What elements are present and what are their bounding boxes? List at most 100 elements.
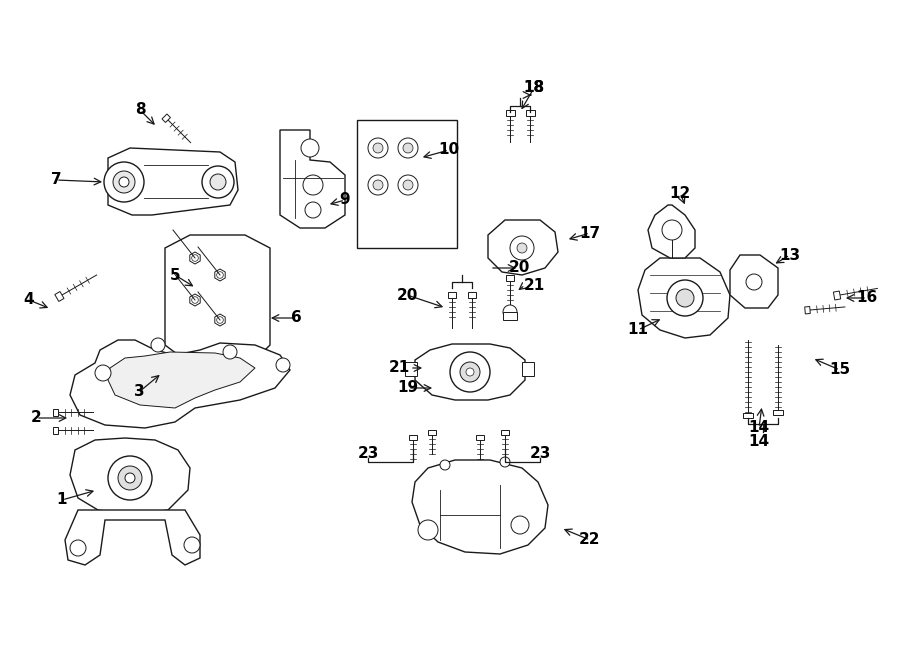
Text: 21: 21 <box>389 360 410 375</box>
Text: 2: 2 <box>31 410 41 426</box>
Circle shape <box>403 143 413 153</box>
Text: 20: 20 <box>508 260 530 276</box>
Bar <box>501 430 509 435</box>
Polygon shape <box>53 426 58 434</box>
Polygon shape <box>65 510 200 565</box>
Polygon shape <box>215 314 225 326</box>
Text: 10: 10 <box>438 143 460 157</box>
Text: 18: 18 <box>524 81 544 95</box>
Circle shape <box>676 289 694 307</box>
Circle shape <box>662 220 682 240</box>
Polygon shape <box>833 291 841 300</box>
Circle shape <box>151 338 165 352</box>
Text: 4: 4 <box>23 293 34 307</box>
Bar <box>409 435 417 440</box>
Bar <box>773 410 783 415</box>
Circle shape <box>217 317 223 323</box>
Bar <box>428 430 436 435</box>
Circle shape <box>373 143 383 153</box>
Circle shape <box>113 171 135 193</box>
Circle shape <box>95 365 111 381</box>
Text: 17: 17 <box>580 225 600 241</box>
Bar <box>448 292 456 298</box>
Text: 13: 13 <box>779 247 801 262</box>
Text: 1: 1 <box>57 492 68 508</box>
Circle shape <box>510 236 534 260</box>
Bar <box>506 110 515 116</box>
Circle shape <box>398 138 418 158</box>
Text: 19: 19 <box>398 381 418 395</box>
Bar <box>503 312 517 320</box>
Polygon shape <box>280 130 345 228</box>
Text: 23: 23 <box>357 446 379 461</box>
Circle shape <box>517 243 527 253</box>
Circle shape <box>223 345 237 359</box>
Circle shape <box>403 180 413 190</box>
Text: 22: 22 <box>580 533 601 547</box>
Circle shape <box>503 305 517 319</box>
Circle shape <box>466 368 474 376</box>
Text: 23: 23 <box>529 446 551 461</box>
Bar <box>405 362 417 376</box>
Circle shape <box>119 177 129 187</box>
Circle shape <box>746 274 762 290</box>
Text: 15: 15 <box>830 362 850 377</box>
Bar <box>506 275 514 281</box>
Bar <box>522 362 534 376</box>
Text: 3: 3 <box>134 385 144 399</box>
Polygon shape <box>805 307 810 314</box>
Circle shape <box>500 457 510 467</box>
Text: 14: 14 <box>749 434 770 449</box>
Bar <box>526 110 535 116</box>
Circle shape <box>276 358 290 372</box>
Polygon shape <box>53 408 58 416</box>
Polygon shape <box>730 255 778 308</box>
Bar <box>743 413 753 418</box>
Text: 11: 11 <box>627 323 649 338</box>
Text: 8: 8 <box>135 102 145 118</box>
Polygon shape <box>162 114 170 122</box>
Circle shape <box>184 537 200 553</box>
Circle shape <box>511 516 529 534</box>
Circle shape <box>440 460 450 470</box>
Circle shape <box>460 362 480 382</box>
Polygon shape <box>638 258 730 338</box>
Circle shape <box>667 280 703 316</box>
Polygon shape <box>648 205 695 258</box>
Circle shape <box>192 254 198 261</box>
Circle shape <box>368 175 388 195</box>
Polygon shape <box>70 340 290 428</box>
Circle shape <box>301 139 319 157</box>
Polygon shape <box>415 344 525 400</box>
Polygon shape <box>70 438 190 515</box>
Circle shape <box>70 540 86 556</box>
Polygon shape <box>55 292 64 301</box>
Text: 16: 16 <box>857 290 878 305</box>
Polygon shape <box>412 460 548 554</box>
Circle shape <box>210 174 226 190</box>
Polygon shape <box>190 294 200 306</box>
Circle shape <box>202 166 234 198</box>
Circle shape <box>418 520 438 540</box>
Text: 6: 6 <box>291 311 302 325</box>
Text: 18: 18 <box>524 81 544 95</box>
Polygon shape <box>190 252 200 264</box>
Text: 9: 9 <box>339 192 350 208</box>
Text: 20: 20 <box>396 288 418 303</box>
Circle shape <box>303 175 323 195</box>
Circle shape <box>104 162 144 202</box>
Polygon shape <box>215 269 225 281</box>
Bar <box>357 120 457 248</box>
Circle shape <box>450 352 490 392</box>
Bar <box>476 435 484 440</box>
Polygon shape <box>488 220 558 275</box>
Circle shape <box>192 297 198 303</box>
Polygon shape <box>108 352 255 408</box>
Text: 14: 14 <box>749 420 770 436</box>
Circle shape <box>108 456 152 500</box>
Circle shape <box>125 473 135 483</box>
Polygon shape <box>165 235 270 360</box>
Circle shape <box>217 272 223 278</box>
Circle shape <box>373 180 383 190</box>
Text: 12: 12 <box>670 186 690 200</box>
